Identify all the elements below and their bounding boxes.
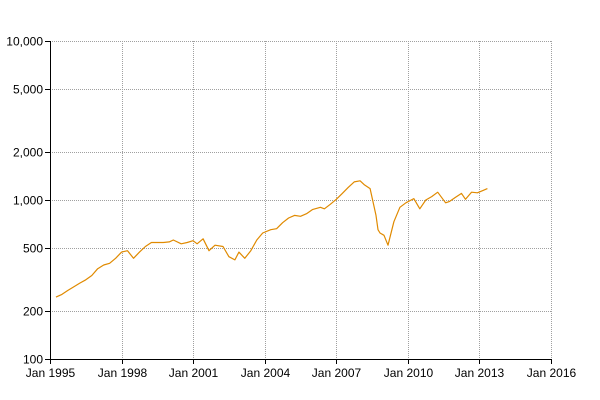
y-tick-label: 100 bbox=[23, 353, 43, 367]
y-tick-label: 2,000 bbox=[13, 146, 43, 160]
x-tick-label: Jan 2007 bbox=[312, 366, 362, 380]
x-tick-label: Jan 2013 bbox=[455, 366, 505, 380]
x-tick-label: Jan 1995 bbox=[26, 366, 76, 380]
series-layer bbox=[55, 180, 488, 298]
y-tick-label: 500 bbox=[23, 242, 43, 256]
x-tick-label: Jan 1998 bbox=[98, 366, 148, 380]
x-tick-label: Jan 2016 bbox=[527, 366, 577, 380]
y-tick-label: 10,000 bbox=[6, 35, 43, 49]
y-tick-label: 200 bbox=[23, 305, 43, 319]
x-tick-label: Jan 2004 bbox=[241, 366, 291, 380]
axes bbox=[45, 41, 552, 364]
x-tick-label: Jan 2010 bbox=[384, 366, 434, 380]
x-tick-label: Jan 2001 bbox=[169, 366, 219, 380]
series-line bbox=[55, 180, 488, 298]
tick-labels: Jan 1995 Jan 1998 Jan 2001 Jan 2004 Jan 2007… bbox=[6, 35, 576, 381]
y-tick-label: 5,000 bbox=[13, 83, 43, 97]
y-tick-label: 1,000 bbox=[13, 194, 43, 208]
